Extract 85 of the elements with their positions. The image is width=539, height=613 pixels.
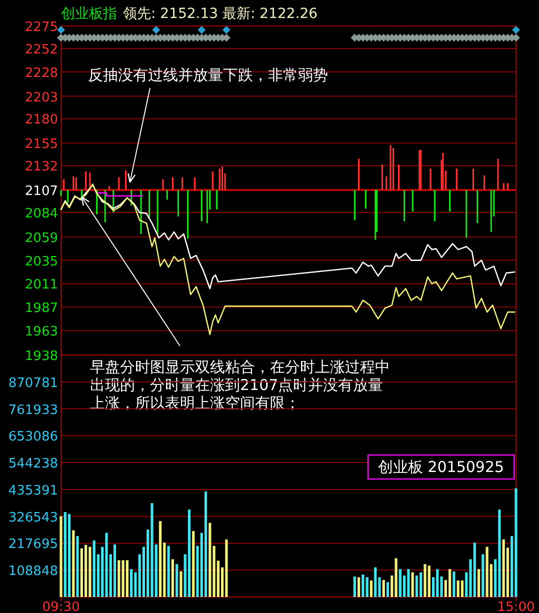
y-tick-label: 2203 (24, 90, 58, 106)
y-tick-label: 2180 (24, 112, 58, 128)
bar (452, 572, 456, 597)
bar (208, 522, 212, 597)
bar (382, 580, 385, 597)
bar (366, 577, 368, 597)
x-tick-label: 09:30 (42, 600, 80, 613)
bar (204, 492, 208, 597)
bar (192, 531, 195, 597)
bar (411, 572, 414, 597)
bar (76, 536, 79, 597)
bar (394, 558, 398, 597)
bar (502, 539, 505, 597)
y-tick-label: 2252 (24, 42, 58, 58)
bar (498, 510, 501, 597)
y-tick-label: 1987 (24, 301, 58, 316)
bar (477, 569, 480, 597)
y-tick-label: 2155 (24, 137, 58, 152)
y-tick-label: 2275 (24, 20, 58, 35)
bar (415, 576, 418, 597)
y-tick-label: 1938 (24, 349, 58, 364)
line-series (60, 184, 516, 336)
bar (180, 571, 182, 597)
bar (486, 546, 488, 597)
bar (420, 572, 422, 597)
bar (448, 569, 452, 597)
bar (436, 569, 439, 597)
bar (72, 530, 75, 597)
bar (424, 564, 426, 597)
bar (225, 539, 228, 597)
y-tick-label: 1963 (24, 324, 58, 340)
y-tick-label: 761933 (8, 402, 58, 418)
y-tick-label: 217695 (8, 537, 58, 552)
bar (362, 574, 364, 597)
bar (473, 542, 476, 597)
chart-subtitle: 领先: 2152.13 最新: 2122.26 (123, 6, 318, 22)
bar (171, 559, 174, 597)
bar (150, 503, 154, 597)
y-tick-label: 108848 (8, 564, 58, 580)
bar (88, 546, 92, 597)
y-tick-label: 326543 (8, 510, 58, 526)
x-tick-label: 15:00 (497, 600, 535, 613)
bar (60, 516, 62, 597)
y-tick-label: 435391 (8, 483, 58, 498)
bar (460, 580, 464, 597)
y-tick-label: 2107 (24, 184, 58, 200)
y-tick-label: 870781 (8, 376, 58, 391)
bar (514, 488, 518, 597)
y-tick-label: 2132 (24, 160, 58, 175)
bar (122, 560, 124, 597)
bar (68, 514, 71, 597)
bar (353, 576, 356, 597)
bar (188, 510, 191, 597)
bar (130, 569, 133, 597)
bar (407, 569, 410, 597)
bar (358, 577, 360, 597)
bar (167, 546, 170, 597)
bar (428, 566, 430, 597)
bar (80, 548, 83, 597)
y-tick-label: 544238 (8, 456, 58, 472)
annotation: 创业板 20150925 (378, 458, 504, 476)
y-tick-label: 2228 (24, 66, 58, 81)
bar (113, 544, 116, 597)
bar (158, 521, 162, 597)
bar (92, 540, 96, 597)
bar (374, 567, 377, 597)
y-tick-label: 2011 (24, 278, 58, 293)
bar (64, 512, 66, 597)
y-tick-label: 653086 (8, 430, 58, 445)
bar (386, 582, 390, 597)
bar (126, 560, 128, 597)
bar (482, 554, 484, 597)
bar (84, 544, 88, 597)
chart-title: 创业板指 (61, 6, 117, 22)
bar (398, 569, 402, 597)
bar (176, 564, 178, 597)
y-tick-label: 2059 (24, 230, 58, 246)
y-tick-label: 2084 (24, 206, 58, 222)
y-tick-label: 2035 (24, 254, 58, 270)
annotation: 反抽没有过线并放量下跌，非常弱势 (88, 66, 328, 84)
bar (370, 580, 373, 597)
bar (105, 532, 108, 597)
bar (456, 580, 460, 597)
line-series (60, 184, 516, 290)
bar (118, 560, 120, 597)
